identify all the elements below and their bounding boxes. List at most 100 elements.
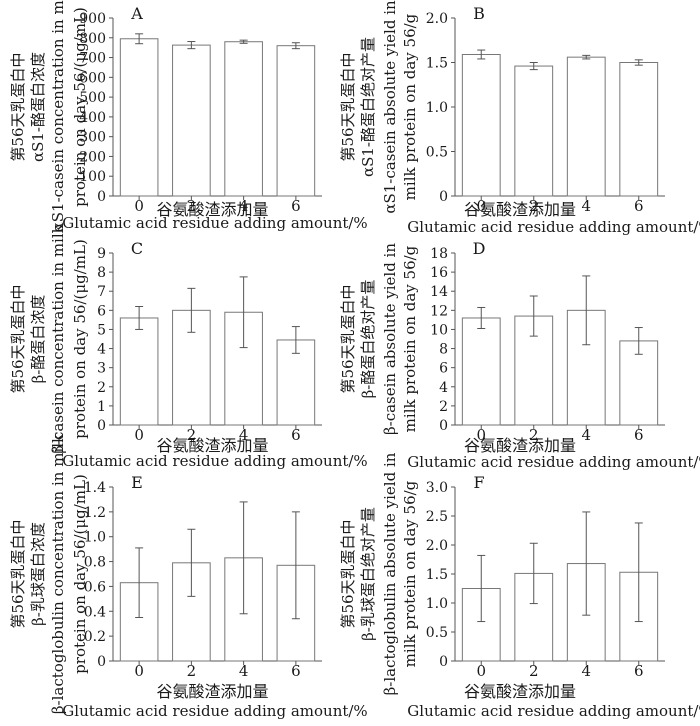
panel-b-xtick-label: 2 (529, 197, 539, 215)
panel-b-bar-0 (461, 53, 501, 197)
panel-e-ytick-label: 0.4 (84, 604, 106, 620)
panel-c-ytick-label: 5 (97, 322, 106, 338)
panel-f-ytick-label: 0.5 (426, 625, 448, 641)
panel-b-ylabel-line-1: 第56天乳蛋白中 (339, 52, 357, 161)
panel-a-bar-2 (172, 44, 211, 197)
panel-d-xtick-label: 0 (476, 426, 486, 444)
panel-b-bar-4 (566, 56, 606, 197)
panel-f-xtick-label: 4 (581, 662, 591, 680)
panel-a-ytick-label: 400 (79, 110, 106, 126)
panel-a-ylabel-line-2: αS1-酪蛋白浓度 (29, 52, 47, 162)
panel-c-ylabel-line-4: protein on day 56/(μg/mL) (71, 239, 89, 439)
panel-a-ytick-label: 0 (97, 189, 106, 205)
panel-f-xlabel-cn: 谷氨酸渣添加量 (464, 682, 576, 701)
panel-d-xlabel-cn: 谷氨酸渣添加量 (464, 436, 576, 455)
panel-e-ylabel-line-4: protein on day 56/(μg/mL) (71, 474, 89, 674)
panel-d-xtick-label: 2 (529, 426, 539, 444)
panel-c-ylabel-line-3: β-casein concentration in milk (49, 223, 67, 453)
panel-b-ytick-label: 0.5 (426, 145, 448, 161)
panel-d-ytick-label: 10 (430, 322, 448, 338)
panel-b-bar-6 (619, 62, 659, 197)
panel-e-ytick-label: 1.2 (84, 505, 106, 521)
panel-c-xlabel-en: Glutamic acid residue adding amount/% (62, 452, 367, 470)
panel-c-ytick-label: 3 (97, 361, 106, 377)
panel-c-ytick-label: 9 (97, 246, 106, 262)
panel-b-bar-2 (514, 65, 554, 197)
panel-a-ytick-label: 200 (79, 149, 106, 165)
panel-e-xtick-label: 4 (239, 662, 249, 680)
panel-e-xtick-label: 2 (187, 662, 197, 680)
panel-c-ytick-label: 4 (97, 342, 106, 358)
panel-d-xtick-label: 4 (581, 426, 591, 444)
panel-d-ytick-label: 14 (430, 284, 448, 300)
panel-c-xtick-label: 4 (239, 426, 249, 444)
panel-a-panel-letter: A (130, 4, 143, 23)
panel-c-xtick-label: 6 (291, 426, 301, 444)
panel-a-bar-0 (119, 38, 159, 197)
panel-a-ytick-label: 900 (79, 11, 106, 27)
panel-d-ytick-label: 12 (430, 303, 448, 319)
panel-e-xlabel-en: Glutamic acid residue adding amount/% (62, 702, 367, 720)
panel-e-ytick-label: 1.0 (84, 530, 106, 546)
panel-a-xtick-label: 6 (291, 197, 301, 215)
panel-e-xlabel-cn: 谷氨酸渣添加量 (156, 682, 268, 701)
panel-c-xtick-label: 2 (187, 426, 197, 444)
panel-b-ytick-label: 1.0 (426, 100, 448, 116)
panel-e-xtick-label: 6 (291, 662, 301, 680)
panel-f-ytick-label: 3.0 (426, 480, 448, 496)
panel-c-xtick-label: 0 (134, 426, 144, 444)
panel-c-bar-6 (276, 339, 316, 426)
panel-d-ytick-label: 18 (430, 246, 448, 262)
panel-e-ytick-label: 0.6 (84, 579, 106, 595)
panel-d-ytick-label: 6 (439, 361, 448, 377)
panel-d-bar-0 (461, 317, 501, 426)
panel-a-xlabel-en: Glutamic acid residue adding amount/% (62, 214, 367, 232)
panel-f-ytick-label: 1.5 (426, 567, 448, 583)
panel-f-ytick-label: 2.0 (426, 538, 448, 554)
panel-a-ytick-label: 600 (79, 70, 106, 86)
panel-f-ytick-label: 0 (439, 654, 448, 670)
panel-b-xlabel-en: Glutamic acid residue adding amount/% (407, 218, 700, 236)
panel-c-ytick-label: 7 (97, 284, 106, 300)
panel-b-xtick-label: 0 (476, 197, 486, 215)
panel-a-ylabel-line-3: αS1-casein concentration in milk (49, 0, 67, 232)
panel-a-xlabel-cn: 谷氨酸渣添加量 (156, 200, 268, 219)
panel-a-ytick-label: 500 (79, 90, 106, 106)
panel-e-xtick-label: 0 (134, 662, 144, 680)
panel-c-xlabel-cn: 谷氨酸渣添加量 (156, 436, 268, 455)
panel-e-ytick-label: 0.2 (84, 629, 106, 645)
panel-d-ytick-label: 8 (439, 342, 448, 358)
panel-b-ytick-label: 2.0 (426, 11, 448, 27)
panel-f-xtick-label: 2 (529, 662, 539, 680)
panel-c-ytick-label: 6 (97, 303, 106, 319)
panel-d-ylabel-line-1: 第56天乳蛋白中 (339, 284, 357, 393)
panel-f-ytick-label: 1.0 (426, 596, 448, 612)
panel-c-panel-letter: C (131, 239, 143, 258)
panel-d-xlabel-en: Glutamic acid residue adding amount/% (407, 453, 700, 471)
panel-d-ytick-label: 16 (430, 265, 448, 281)
panel-b-panel-letter: B (473, 4, 485, 23)
panel-d-ytick-label: 0 (439, 418, 448, 434)
panel-d-xtick-label: 6 (634, 426, 644, 444)
panel-f-panel-letter: F (473, 473, 484, 492)
panel-e-ylabel-line-1: 第56天乳蛋白中 (9, 519, 27, 628)
panel-b-ytick-label: 1.5 (426, 56, 448, 72)
panel-c-ytick-label: 0 (97, 418, 106, 434)
panel-e-ytick-label: 1.4 (84, 480, 106, 496)
panel-e-ytick-label: 0 (97, 654, 106, 670)
panel-d-ylabel-line-3: β-casein absolute yield in (381, 243, 399, 435)
panel-a-xtick-label: 4 (239, 197, 249, 215)
panel-c-ytick-label: 2 (97, 380, 106, 396)
panel-a-ytick-label: 300 (79, 130, 106, 146)
panel-d-ylabel-line-2: β-酪蛋白绝对产量 (359, 280, 377, 399)
panel-d-panel-letter: D (473, 239, 486, 258)
panel-e-ylabel-line-3: β-lactoglobulin concentration in milk (49, 433, 67, 714)
panel-d-ylabel-line-4: milk protein on day 56/g (401, 245, 419, 432)
panel-b-xtick-label: 4 (581, 197, 591, 215)
panel-a-ytick-label: 800 (79, 31, 106, 47)
panel-d-ytick-label: 2 (439, 399, 448, 415)
panel-a-bar-6 (276, 45, 316, 197)
panel-f-ytick-label: 2.5 (426, 509, 448, 525)
panel-c-bar-0 (119, 317, 159, 426)
